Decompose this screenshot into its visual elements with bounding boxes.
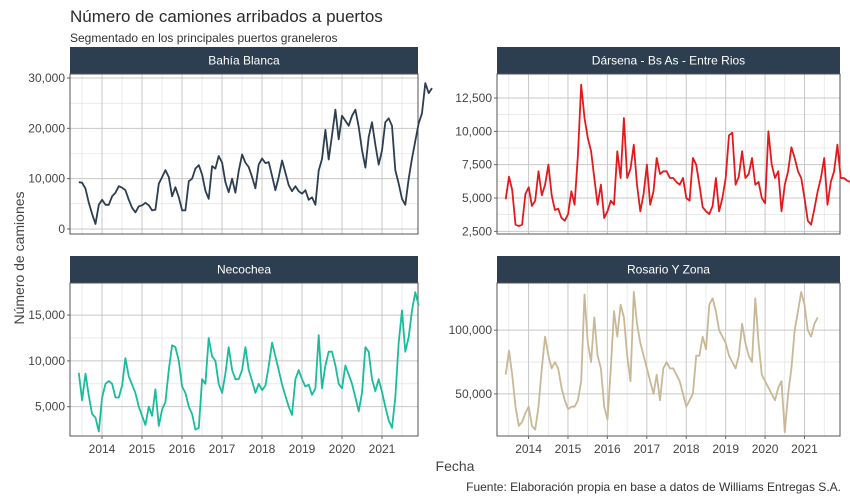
y-tick-label: 0 <box>58 222 65 236</box>
y-tick-label: 30,000 <box>28 71 65 85</box>
source-caption: Fuente: Elaboración propia en base a dat… <box>466 480 841 494</box>
y-axis-label: Número de camiones <box>11 191 27 325</box>
facet-strip <box>497 256 840 283</box>
facet-panel-4: Rosario Y Zona 50,000 100,000 2014 2015 2016 2… <box>449 256 841 456</box>
x-tick-label: 2020 <box>752 442 779 456</box>
y-tick-label: 5,000 <box>462 191 492 205</box>
series-line <box>504 290 819 434</box>
chart-title: Número de camiones arribados a puertos <box>70 7 383 26</box>
x-tick-label: 2014 <box>89 442 116 456</box>
panel-border <box>69 282 419 437</box>
facet-panel-3: Necochea 5,000 10,000 15,000 2014 2015 2016 201… <box>28 256 420 456</box>
y-tick-label: 10,000 <box>455 124 492 138</box>
facet-panel-2: Dársena - Bs As - Entre Rios 2,500 5,000 7,… <box>455 47 850 238</box>
y-tick-label: 2,500 <box>462 224 492 238</box>
y-tick-label: 15,000 <box>28 308 65 322</box>
facet-strip <box>70 47 418 74</box>
facet-strip <box>70 256 418 283</box>
x-tick-label: 2019 <box>712 442 739 456</box>
facet-title: Dársena - Bs As - Entre Rios <box>592 54 745 68</box>
facet-panel-1: Bahía Blanca 0 10,000 20,000 30,000 <box>28 47 433 236</box>
series-line <box>78 82 433 225</box>
panel-border <box>496 73 841 235</box>
x-tick-label: 2014 <box>515 442 542 456</box>
x-tick-label: 2018 <box>249 442 276 456</box>
series-line <box>77 291 420 433</box>
facet-title: Bahía Blanca <box>208 54 280 68</box>
y-tick-label: 7,500 <box>462 158 492 172</box>
y-tick-label: 20,000 <box>28 121 65 135</box>
x-tick-label: 2017 <box>209 442 236 456</box>
facet-title: Rosario Y Zona <box>627 263 710 277</box>
x-axis-label: Fecha <box>435 458 475 474</box>
x-tick-label: 2018 <box>673 442 700 456</box>
x-tick-label: 2015 <box>129 442 156 456</box>
facet-title: Necochea <box>217 263 271 277</box>
x-tick-label: 2021 <box>791 442 818 456</box>
x-tick-label: 2020 <box>329 442 356 456</box>
x-tick-label: 2019 <box>289 442 316 456</box>
chart-subtitle: Segmentado en los principales puertos gr… <box>70 31 338 45</box>
x-tick-label: 2016 <box>169 442 196 456</box>
x-tick-label: 2015 <box>555 442 582 456</box>
y-tick-label: 50,000 <box>455 387 492 401</box>
y-tick-label: 100,000 <box>449 323 493 337</box>
y-tick-label: 10,000 <box>28 172 65 186</box>
x-tick-label: 2017 <box>633 442 660 456</box>
panel-border <box>496 282 841 437</box>
y-tick-label: 12,500 <box>455 91 492 105</box>
facet-strip <box>497 47 840 74</box>
x-tick-label: 2016 <box>594 442 621 456</box>
panel-border <box>69 73 419 235</box>
y-tick-label: 5,000 <box>35 400 65 414</box>
y-tick-label: 10,000 <box>28 354 65 368</box>
x-tick-label: 2021 <box>369 442 396 456</box>
series-line <box>504 83 850 227</box>
